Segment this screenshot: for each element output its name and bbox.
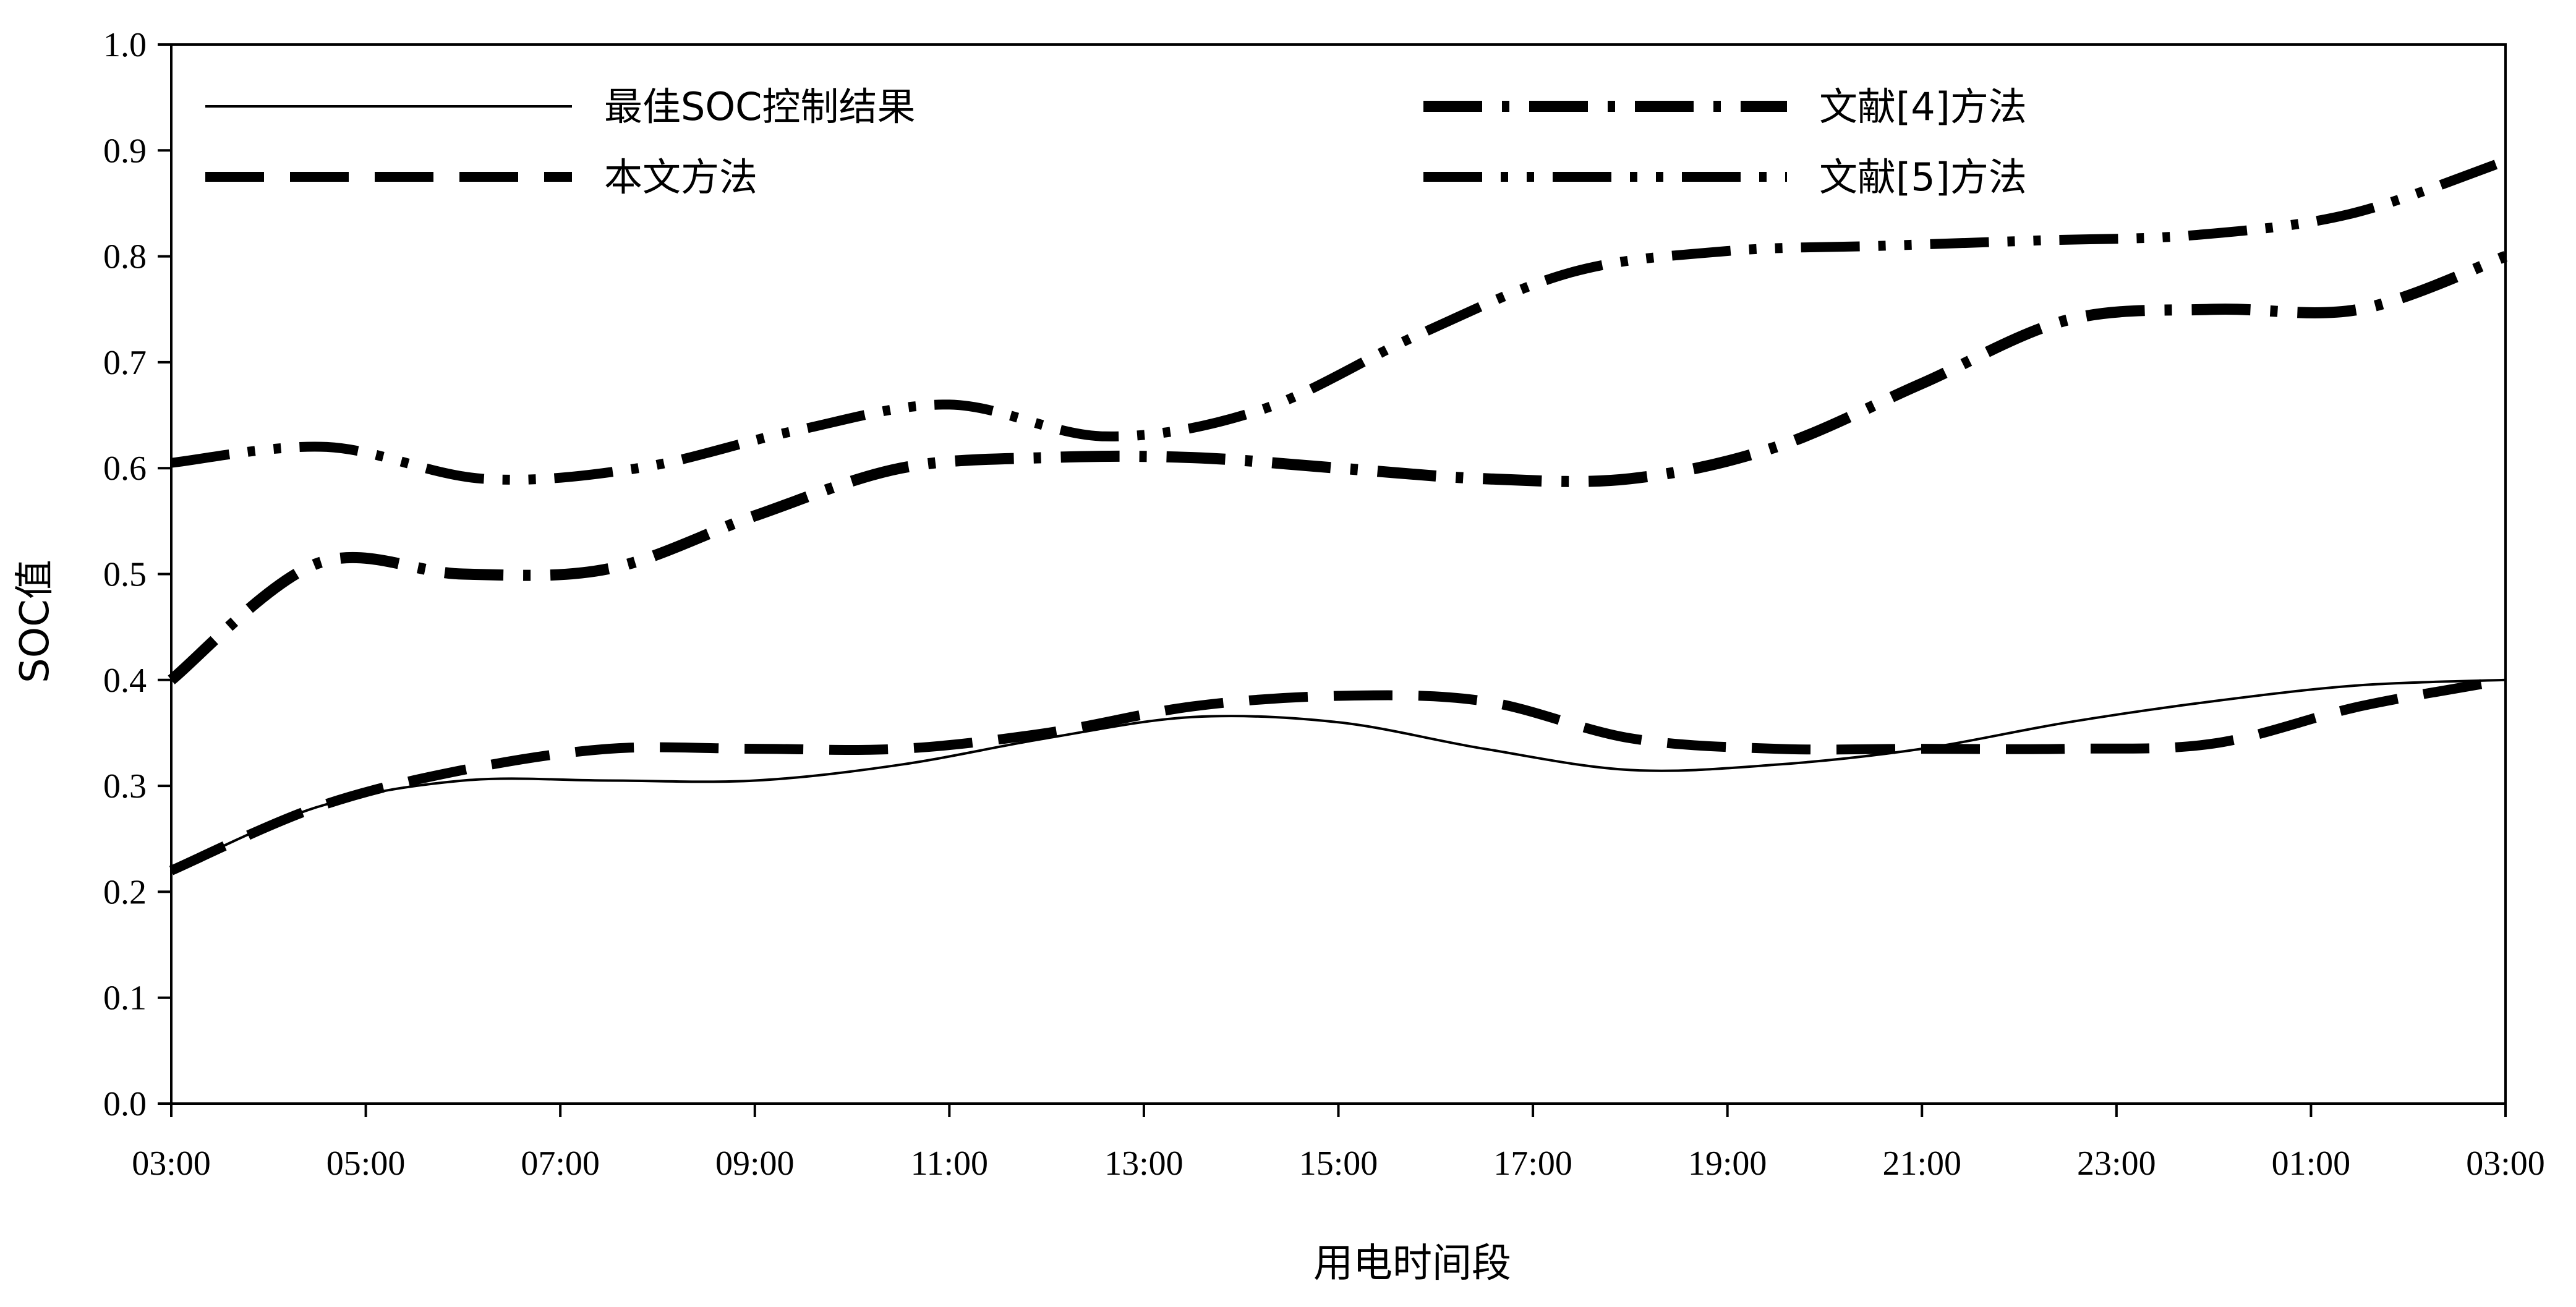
legend-label: 本文方法 — [604, 155, 757, 200]
legend-label: 文献[5]方法 — [1819, 155, 2027, 200]
y-tick-label: 0.6 — [103, 449, 147, 488]
series-ref4-method — [168, 251, 2508, 684]
y-axis-title: SOC值 — [12, 560, 58, 683]
y-tick-label: 0.7 — [103, 344, 147, 382]
y-tick-label: 0.2 — [103, 873, 147, 911]
x-axis-title: 用电时间段 — [1313, 1241, 1511, 1287]
y-tick-label: 1.0 — [103, 26, 147, 64]
y-tick-label: 0.8 — [103, 238, 147, 276]
y-tick-label: 0.3 — [103, 767, 147, 806]
x-tick-label: 01:00 — [2272, 1144, 2351, 1183]
x-tick-label: 11:00 — [911, 1144, 988, 1183]
x-tick-label: 21:00 — [1882, 1144, 1961, 1183]
legend-item-best-soc: 最佳SOC控制结果 — [205, 84, 915, 129]
axes — [158, 43, 2507, 1117]
x-tick-label: 03:00 — [132, 1144, 211, 1183]
x-tick-label: 09:00 — [715, 1144, 795, 1183]
y-tick-label: 0.1 — [103, 979, 147, 1018]
y-tick-label: 0.0 — [103, 1085, 147, 1123]
legend-item-ref5-method: 文献[5]方法 — [1423, 155, 2027, 200]
series-this-method — [169, 675, 2507, 875]
y-tick-label: 0.9 — [103, 132, 147, 170]
x-tick-label: 19:00 — [1688, 1144, 1767, 1183]
series-ref5-method — [171, 156, 2507, 485]
series-best-soc — [170, 678, 2507, 872]
x-tick-label: 17:00 — [1493, 1144, 1572, 1183]
legend-label: 文献[4]方法 — [1819, 84, 2027, 129]
tick-labels: 0.0 0.1 0.2 0.3 0.4 0.5 0.6 0.7 0.8 0.9 1.0 03:00 05… — [103, 26, 2545, 1183]
legend-label: 最佳SOC控制结果 — [604, 84, 915, 129]
series-layer — [168, 156, 2508, 875]
x-tick-label: 15:00 — [1299, 1144, 1378, 1183]
x-tick-label: 03:00 — [2466, 1144, 2545, 1183]
plot-frame — [170, 43, 2507, 1105]
legend-item-ref4-method: 文献[4]方法 — [1423, 84, 2027, 129]
y-tick-label: 0.4 — [103, 662, 147, 700]
x-tick-label: 07:00 — [521, 1144, 600, 1183]
y-tick-label: 0.5 — [103, 556, 147, 594]
x-tick-label: 05:00 — [326, 1144, 406, 1183]
x-tick-label: 13:00 — [1104, 1144, 1184, 1183]
legend-item-this-method: 本文方法 — [205, 155, 757, 200]
x-tick-label: 23:00 — [2077, 1144, 2156, 1183]
